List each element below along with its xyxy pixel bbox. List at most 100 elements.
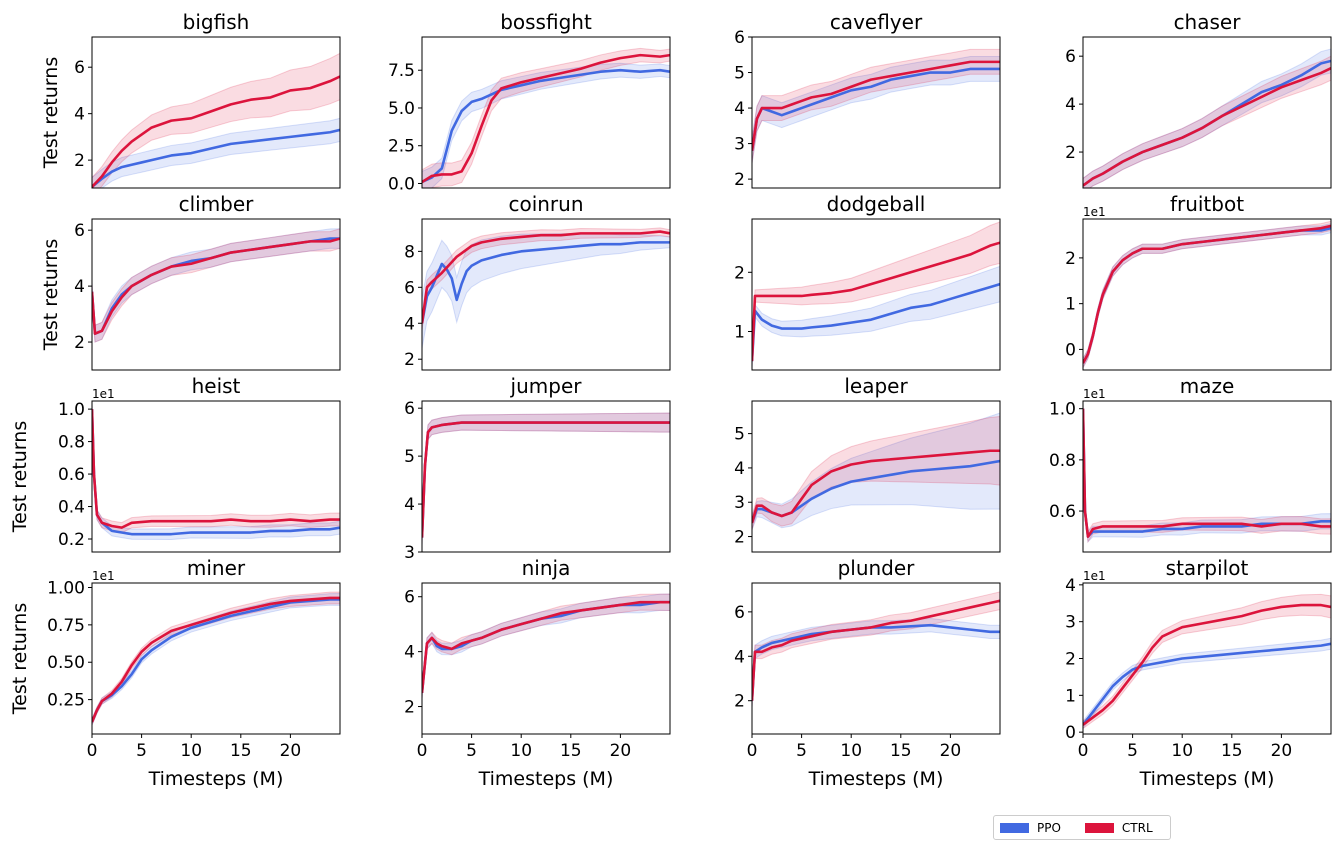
- panel-title: bossfight: [500, 10, 592, 34]
- band-ppo: [422, 62, 670, 188]
- ytick-label: 4: [404, 314, 415, 334]
- ytick-label: 3: [734, 135, 745, 155]
- band-ctrl: [1083, 593, 1331, 730]
- xtick-label: 5: [1127, 741, 1138, 761]
- ytick-label: 2.5: [388, 137, 415, 157]
- ytick-label: 0.50: [47, 653, 85, 673]
- line-ctrl: [422, 600, 670, 693]
- xtick-label: 5: [796, 741, 807, 761]
- band-ctrl: [1083, 220, 1331, 368]
- legend: PPO CTRL: [993, 815, 1171, 840]
- axes-frame: [421, 582, 671, 735]
- ytick-label: 6: [404, 399, 415, 419]
- ytick-label: 0: [1065, 340, 1076, 360]
- panel-maze: maze 0.6 0.8 1.0 1e1: [1049, 374, 1332, 553]
- panel-title: jumper: [510, 374, 583, 398]
- axes-frame: [421, 400, 671, 553]
- band-ppo: [752, 412, 1000, 530]
- xtick-label: 5: [136, 741, 147, 761]
- ytick-label: 2: [74, 151, 85, 171]
- xtick-label: 15: [560, 741, 582, 761]
- ytick-label: 2: [734, 528, 745, 548]
- line-ctrl: [1083, 66, 1331, 187]
- ytick-label: 2: [734, 692, 745, 712]
- line-ctrl: [752, 599, 1000, 701]
- line-ctrl: [422, 230, 670, 324]
- line-ctrl: [92, 596, 340, 723]
- ytick-label: 0.6: [58, 465, 85, 485]
- ytick-label: 0.75: [47, 616, 85, 636]
- ytick-label: 3: [1065, 613, 1076, 633]
- axes-frame: [91, 36, 341, 189]
- scale-label: 1e1: [1083, 569, 1106, 583]
- axes-frame: [91, 400, 341, 553]
- xtick-label: 10: [510, 741, 532, 761]
- line-ppo: [422, 241, 670, 324]
- ytick-label: 4: [734, 99, 745, 119]
- line-ctrl: [92, 237, 340, 335]
- ytick-label: 2: [1065, 249, 1076, 269]
- panel-jumper: jumper 3 4 5 6: [404, 374, 671, 563]
- line-ppo: [1083, 642, 1331, 726]
- xtick-label: 15: [1221, 741, 1243, 761]
- axes-frame: [751, 36, 1001, 189]
- axes-frame: [91, 582, 341, 735]
- panel-title: caveflyer: [830, 10, 923, 34]
- xtick-label: 0: [1078, 741, 1089, 761]
- ytick-label: 7.5: [388, 61, 415, 81]
- legend-item-ppo: PPO: [994, 821, 1061, 835]
- ytick-label: 4: [74, 105, 85, 125]
- xtick-label: 10: [1171, 741, 1193, 761]
- band-ctrl: [752, 591, 1000, 708]
- ytick-label: 1.00: [47, 578, 85, 598]
- band-ctrl: [92, 404, 340, 534]
- line-ctrl: [752, 449, 1000, 524]
- panel-title: miner: [187, 556, 246, 580]
- scale-label: 1e1: [1083, 205, 1106, 219]
- ytick-label: 8: [404, 242, 415, 262]
- band-ppo: [92, 404, 340, 541]
- ytick-label: 6: [404, 588, 415, 608]
- ytick-label: 4: [404, 495, 415, 515]
- xtick-label: 0: [417, 741, 428, 761]
- ytick-label: 4: [734, 459, 745, 479]
- axes-frame: [1082, 36, 1332, 189]
- panel-title: maze: [1180, 374, 1235, 398]
- ytick-label: 2: [404, 698, 415, 718]
- ytick-label: 2: [734, 263, 745, 283]
- ytick-label: 6: [1065, 47, 1076, 67]
- band-ctrl: [1083, 403, 1331, 544]
- legend-label-ctrl: CTRL: [1121, 820, 1153, 835]
- panel-title: starpilot: [1166, 556, 1249, 580]
- ytick-label: 2: [1065, 650, 1076, 670]
- x-axis-label: Timesteps (M): [1139, 768, 1275, 790]
- line-ppo: [92, 128, 340, 188]
- band-ctrl: [752, 48, 1000, 164]
- ytick-label: 4: [74, 277, 85, 297]
- y-axis-label: Test returns: [40, 239, 62, 351]
- ytick-label: 6: [734, 603, 745, 623]
- line-ppo: [422, 68, 670, 184]
- panel-title: plunder: [838, 556, 916, 580]
- axes-frame: [1082, 218, 1332, 371]
- panel-climber: climber 2 4 6 Test returns: [40, 192, 341, 371]
- panel-leaper: leaper 2 3 4 5: [734, 374, 1001, 553]
- ytick-label: 1: [734, 323, 745, 343]
- band-ppo: [1083, 48, 1331, 188]
- band-ppo: [752, 618, 1000, 708]
- y-axis-label: Test returns: [9, 421, 31, 533]
- band-ctrl: [92, 591, 340, 726]
- ytick-label: 1: [1065, 686, 1076, 706]
- ytick-label: 1.0: [1049, 400, 1076, 420]
- ytick-label: 0.8: [1049, 451, 1076, 471]
- panel-plunder: plunder 2 4 6 0 5 10 15 20 Timesteps (M): [734, 556, 1001, 790]
- ytick-label: 4: [734, 647, 745, 667]
- x-axis-label: Timesteps (M): [148, 768, 284, 790]
- xtick-label: 15: [890, 741, 912, 761]
- line-ctrl: [1083, 224, 1331, 364]
- band-ppo: [422, 232, 670, 349]
- xtick-label: 10: [180, 741, 202, 761]
- ytick-label: 5.0: [388, 99, 415, 119]
- xtick-label: 0: [747, 741, 758, 761]
